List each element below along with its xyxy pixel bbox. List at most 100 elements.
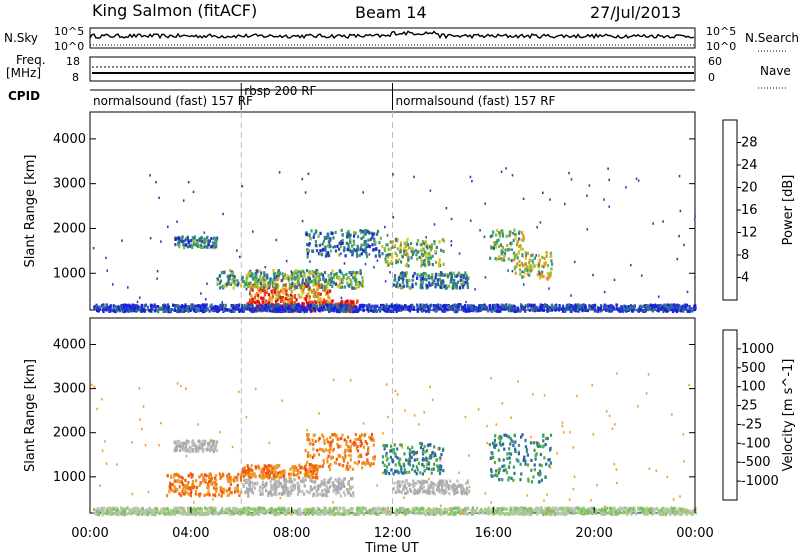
data-cell xyxy=(506,434,509,438)
data-cell xyxy=(451,286,454,290)
data-cell xyxy=(399,283,402,287)
data-cell xyxy=(506,306,509,310)
data-cell xyxy=(385,444,388,448)
data-cell xyxy=(184,308,187,312)
data-cell xyxy=(417,491,420,495)
data-cell xyxy=(195,304,198,308)
data-cell xyxy=(317,487,320,491)
data-cell xyxy=(320,479,323,484)
data-cell xyxy=(503,447,506,451)
data-cell xyxy=(456,484,459,488)
data-cell xyxy=(484,304,487,308)
data-cell xyxy=(521,433,524,437)
data-cell xyxy=(395,309,398,313)
data-cell xyxy=(529,269,532,273)
data-cell xyxy=(411,252,414,256)
data-cell xyxy=(347,309,350,313)
data-cell xyxy=(306,255,309,259)
data-cell xyxy=(231,277,235,281)
data-cell xyxy=(391,261,394,265)
data-cell xyxy=(440,481,443,486)
data-cell xyxy=(250,294,253,298)
data-cell xyxy=(448,492,451,496)
data-cell xyxy=(216,309,219,313)
data-cell xyxy=(276,309,279,313)
data-cell xyxy=(330,276,333,281)
data-cell xyxy=(320,299,323,303)
data-cell xyxy=(265,308,268,312)
scatter-cell xyxy=(205,298,207,301)
data-cell xyxy=(519,272,522,276)
data-cell xyxy=(496,239,499,243)
data-cell xyxy=(334,249,337,253)
data-cell xyxy=(269,480,272,484)
data-cell xyxy=(353,231,356,235)
data-cell xyxy=(212,446,215,450)
data-cell xyxy=(254,475,257,479)
data-cell xyxy=(242,307,246,311)
data-cell xyxy=(154,306,158,310)
scatter-cell xyxy=(521,270,524,273)
data-cell xyxy=(274,304,277,308)
data-cell xyxy=(328,245,331,249)
data-cell xyxy=(346,231,349,235)
data-cell xyxy=(366,442,369,446)
data-cell xyxy=(278,484,281,488)
data-cell xyxy=(523,308,526,312)
data-cell xyxy=(185,439,188,443)
data-cell xyxy=(352,309,355,314)
data-cell xyxy=(610,303,613,308)
data-cell xyxy=(279,289,283,293)
data-cell xyxy=(225,282,228,286)
data-cell xyxy=(232,305,235,309)
data-cell xyxy=(230,309,233,313)
data-cell xyxy=(297,279,300,283)
data-cell xyxy=(286,295,290,299)
data-cell xyxy=(415,489,418,493)
data-cell xyxy=(535,308,538,312)
data-cell xyxy=(268,475,271,479)
data-cell xyxy=(249,484,252,488)
data-cell xyxy=(549,433,553,437)
data-cell xyxy=(358,305,362,309)
data-cell xyxy=(438,446,441,451)
data-cell xyxy=(177,439,180,443)
data-cell xyxy=(207,239,210,243)
data-cell xyxy=(443,284,446,289)
data-cell xyxy=(670,305,673,309)
data-cell xyxy=(259,485,262,489)
data-cell xyxy=(214,488,218,492)
data-cell xyxy=(253,283,256,287)
data-cell xyxy=(322,481,325,485)
data-cell xyxy=(266,288,269,292)
data-cell xyxy=(278,306,281,310)
data-cell xyxy=(351,442,354,446)
data-cell xyxy=(499,309,502,313)
data-cell xyxy=(229,475,232,480)
data-cell xyxy=(449,277,453,281)
data-cell xyxy=(471,305,474,309)
data-cell xyxy=(545,254,548,258)
data-cell xyxy=(550,259,553,263)
data-cell xyxy=(453,278,456,283)
data-cell xyxy=(278,470,281,475)
data-cell xyxy=(569,509,573,513)
data-cell xyxy=(428,456,431,460)
data-cell xyxy=(195,243,198,248)
data-cell xyxy=(506,456,509,461)
data-cell xyxy=(436,280,439,285)
data-cell xyxy=(221,303,224,307)
data-cell xyxy=(650,307,654,311)
data-cell xyxy=(327,232,330,236)
data-cell xyxy=(262,469,265,473)
data-cell xyxy=(388,471,391,476)
data-cell xyxy=(281,297,284,301)
data-cell xyxy=(360,252,363,256)
data-cell xyxy=(412,464,415,468)
data-cell xyxy=(422,274,425,278)
data-cell xyxy=(271,466,274,470)
data-cell xyxy=(623,304,626,308)
data-cell xyxy=(581,307,584,311)
data-cell xyxy=(461,487,464,491)
data-cell xyxy=(406,243,410,247)
